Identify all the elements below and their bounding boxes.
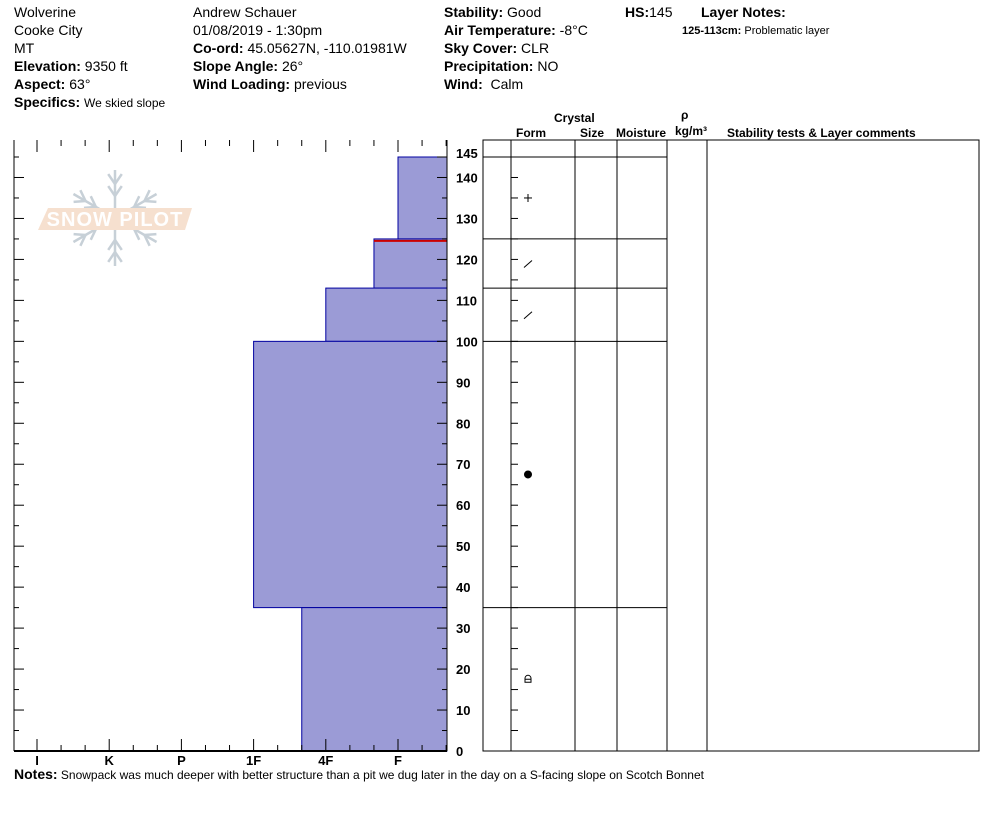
snow-pilot-logo: SNOW PILOT	[38, 170, 192, 266]
snowflake-branch	[79, 234, 87, 247]
y-tick-label: 145	[456, 146, 478, 161]
snowflake-branch	[113, 239, 123, 251]
snowflake-branch	[113, 185, 123, 197]
snowflake-branch	[107, 251, 117, 263]
snowflake-branch	[73, 199, 86, 204]
decomposing-fragments-slash-icon	[523, 260, 533, 268]
snow-height: HS:145	[625, 4, 673, 20]
rounded-grains-dot-icon	[524, 470, 532, 479]
y-tick-label: 100	[456, 334, 478, 349]
layer-note: 125-113cm: Problematic layer	[682, 25, 830, 37]
precipitation: Precipitation: NO	[444, 58, 559, 74]
snowflake-branch	[79, 189, 87, 202]
decomposing-fragments-slash-icon	[523, 311, 533, 320]
rounding-facets-icon	[524, 674, 532, 683]
hardness-layer-bar	[373, 238, 448, 289]
snowflake-branch	[143, 234, 151, 247]
snowflake-branch	[132, 195, 141, 208]
snowflake-branch	[113, 173, 123, 185]
y-tick-label: 60	[456, 498, 470, 513]
snowflake-branch	[133, 205, 147, 210]
hardness-layer-bar	[301, 607, 448, 752]
y-tick-label: 70	[456, 457, 470, 472]
location: Wolverine	[14, 4, 76, 20]
air-temperature: Air Temperature: -8°C	[444, 22, 588, 38]
snowflake-branch	[132, 228, 141, 241]
snowflake-branch	[73, 232, 86, 237]
y-tick-label: 110	[456, 293, 477, 308]
x-tick-label: K	[105, 753, 115, 768]
snowflake-branch	[107, 239, 117, 251]
x-tick-label: 1F	[246, 753, 261, 768]
aspect: Aspect: 63°	[14, 76, 91, 92]
snowflake-branch	[89, 195, 98, 208]
logo-text: SNOW PILOT	[47, 209, 184, 231]
y-tick-label: 20	[456, 662, 470, 677]
y-tick-label: 120	[456, 252, 478, 267]
hardness-layer-bar	[397, 156, 448, 240]
y-tick-label: 10	[456, 703, 470, 718]
snowflake-branch	[83, 205, 97, 210]
density-symbol: ρ	[681, 108, 689, 122]
snowflake-branch	[144, 232, 157, 237]
snowflake-branch	[143, 189, 151, 202]
x-tick-label: 4F	[318, 753, 333, 768]
moisture-header: Moisture	[616, 126, 667, 140]
stability: Stability: Good	[444, 4, 542, 20]
form-header: Form	[516, 126, 546, 140]
layer-table-frame	[482, 139, 980, 752]
y-tick-label: 90	[456, 375, 470, 390]
y-tick-label: 50	[456, 539, 470, 554]
snowflake-branch	[89, 228, 98, 241]
hardness-layer-bar	[253, 340, 448, 609]
wind-loading: Wind Loading: previous	[193, 76, 347, 92]
x-tick-label: P	[177, 753, 186, 768]
region: Cooke City	[14, 22, 83, 38]
y-tick-label: 80	[456, 416, 470, 431]
snowflake-branch	[113, 251, 123, 263]
notes: Notes: Snowpack was much deeper with bet…	[14, 766, 704, 782]
x-tick-label: F	[394, 753, 402, 768]
datetime: 01/08/2019 - 1:30pm	[193, 22, 323, 38]
specifics: Specifics: We skied slope	[14, 94, 166, 110]
precipitation-particles-plus-icon	[524, 193, 532, 202]
observer: Andrew Schauer	[193, 4, 297, 20]
size-header: Size	[580, 126, 605, 140]
coordinates: Co-ord: 45.05627N, -110.01981W	[193, 40, 407, 56]
snowflake-branch	[107, 173, 117, 185]
y-tick-label: 140	[456, 170, 478, 185]
density-unit: kg/m³	[675, 124, 708, 138]
snowflake-branch	[144, 199, 157, 204]
y-tick-label: 0	[456, 744, 463, 759]
wind: Wind: Calm	[444, 76, 524, 92]
snowflake-branch	[107, 185, 117, 197]
hardness-layer-bar	[325, 287, 448, 342]
x-tick-label: I	[35, 753, 39, 768]
layer-notes-title: Layer Notes:	[701, 4, 786, 20]
sky-cover: Sky Cover: CLR	[444, 40, 550, 56]
slope-angle: Slope Angle: 26°	[193, 58, 304, 74]
state: MT	[14, 40, 35, 56]
comments-header: Stability tests & Layer comments	[727, 126, 916, 140]
y-tick-label: 40	[456, 580, 470, 595]
y-tick-label: 130	[456, 211, 478, 226]
crystal-header: Crystal	[554, 111, 595, 125]
y-tick-label: 30	[456, 621, 470, 636]
elevation: Elevation: 9350 ft	[14, 58, 128, 74]
